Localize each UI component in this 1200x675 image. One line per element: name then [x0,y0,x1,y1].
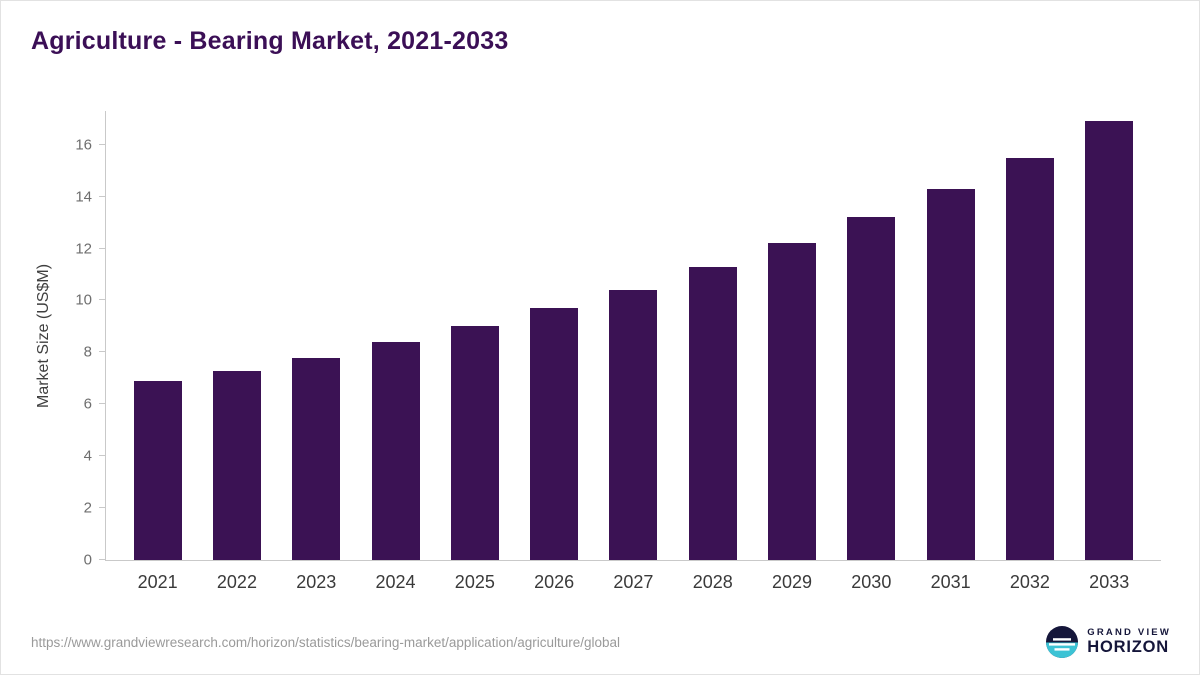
x-tick-label: 2026 [534,572,575,592]
bar-column: 2022 [212,111,261,592]
bars-container: 2021 2022 2023 2024 2025 2026 2027 2028 2029 2030… [106,111,1161,592]
bar-2032 [1005,157,1054,560]
bar-2028 [688,266,737,560]
bar-2030 [847,217,896,560]
y-tick-mark [99,559,106,560]
y-tick-mark [99,195,106,197]
x-tick-label: 2029 [771,572,813,592]
logo-text-grand-view: GRAND VIEW [1087,626,1171,638]
y-tick-mark [99,403,106,405]
y-tick-label: 16 [75,136,92,154]
y-tick-label: 6 [83,395,92,413]
x-tick-label: 2021 [137,572,178,592]
y-axis-label: Market Size (US$M) [35,263,52,409]
grand-view-horizon-logo: GRAND VIEW HORIZON [1046,626,1171,658]
bar-column: 2031 [926,111,975,592]
y-tick-mark [99,507,106,509]
bar-column: 2030 [847,111,896,592]
bar-2025 [450,326,499,560]
bar-2031 [926,188,975,560]
chart-title: Agriculture - Bearing Market, 2021-2033 [31,27,509,55]
bar-column: 2024 [371,111,420,592]
y-tick-label: 10 [75,291,92,309]
source-url: https://www.grandviewresearch.com/horizo… [31,634,621,650]
x-tick-label: 2022 [216,572,257,592]
y-tick-mark [99,143,106,145]
x-tick-label: 2023 [296,572,337,592]
y-tick-label: 8 [83,343,92,361]
y-tick-label: 0 [83,551,92,569]
bar-column: 2027 [609,111,658,592]
bar-2027 [609,290,658,560]
bar-2023 [292,357,341,560]
y-tick-mark [99,455,106,457]
x-tick-label: 2024 [375,572,416,592]
x-tick-label: 2032 [1009,572,1050,592]
footer: https://www.grandviewresearch.com/horizo… [31,626,1171,658]
bar-2033 [1085,121,1134,560]
logo-text: GRAND VIEW HORIZON [1087,626,1171,657]
x-tick-label: 2027 [613,572,654,592]
x-tick-label: 2025 [454,572,495,592]
y-tick-label: 4 [83,447,92,465]
x-tick-label: 2030 [851,572,892,592]
y-tick-label: 14 [75,188,92,206]
logo-text-horizon: HORIZON [1087,638,1169,657]
x-tick-label: 2033 [1089,572,1130,592]
bar-2022 [212,370,261,560]
horizon-logo-icon [1046,626,1079,658]
y-tick-mark [99,351,106,353]
y-tick-label: 2 [83,499,92,517]
x-tick-label: 2031 [930,572,971,592]
bar-column: 2028 [688,111,737,592]
bar-chart: Market Size (US$M) 2021 2022 2023 2024 2025 2… [31,111,1161,592]
bar-2024 [371,342,420,560]
plot-area: 2021 2022 2023 2024 2025 2026 2027 2028 2029 2030… [75,111,1161,592]
y-tick-mark [99,299,106,301]
bar-2029 [768,243,817,560]
bar-column: 2026 [530,111,579,592]
bar-2026 [530,308,579,560]
y-tick-mark [99,247,106,249]
bar-2021 [133,380,182,560]
bar-column: 2025 [450,111,499,592]
bar-column: 2023 [292,111,341,592]
bar-column: 2029 [768,111,817,592]
bar-column: 2021 [133,111,182,592]
x-tick-label: 2028 [692,572,733,592]
bar-column: 2033 [1085,111,1134,592]
bar-column: 2032 [1005,111,1054,592]
y-tick-label: 12 [75,240,92,258]
